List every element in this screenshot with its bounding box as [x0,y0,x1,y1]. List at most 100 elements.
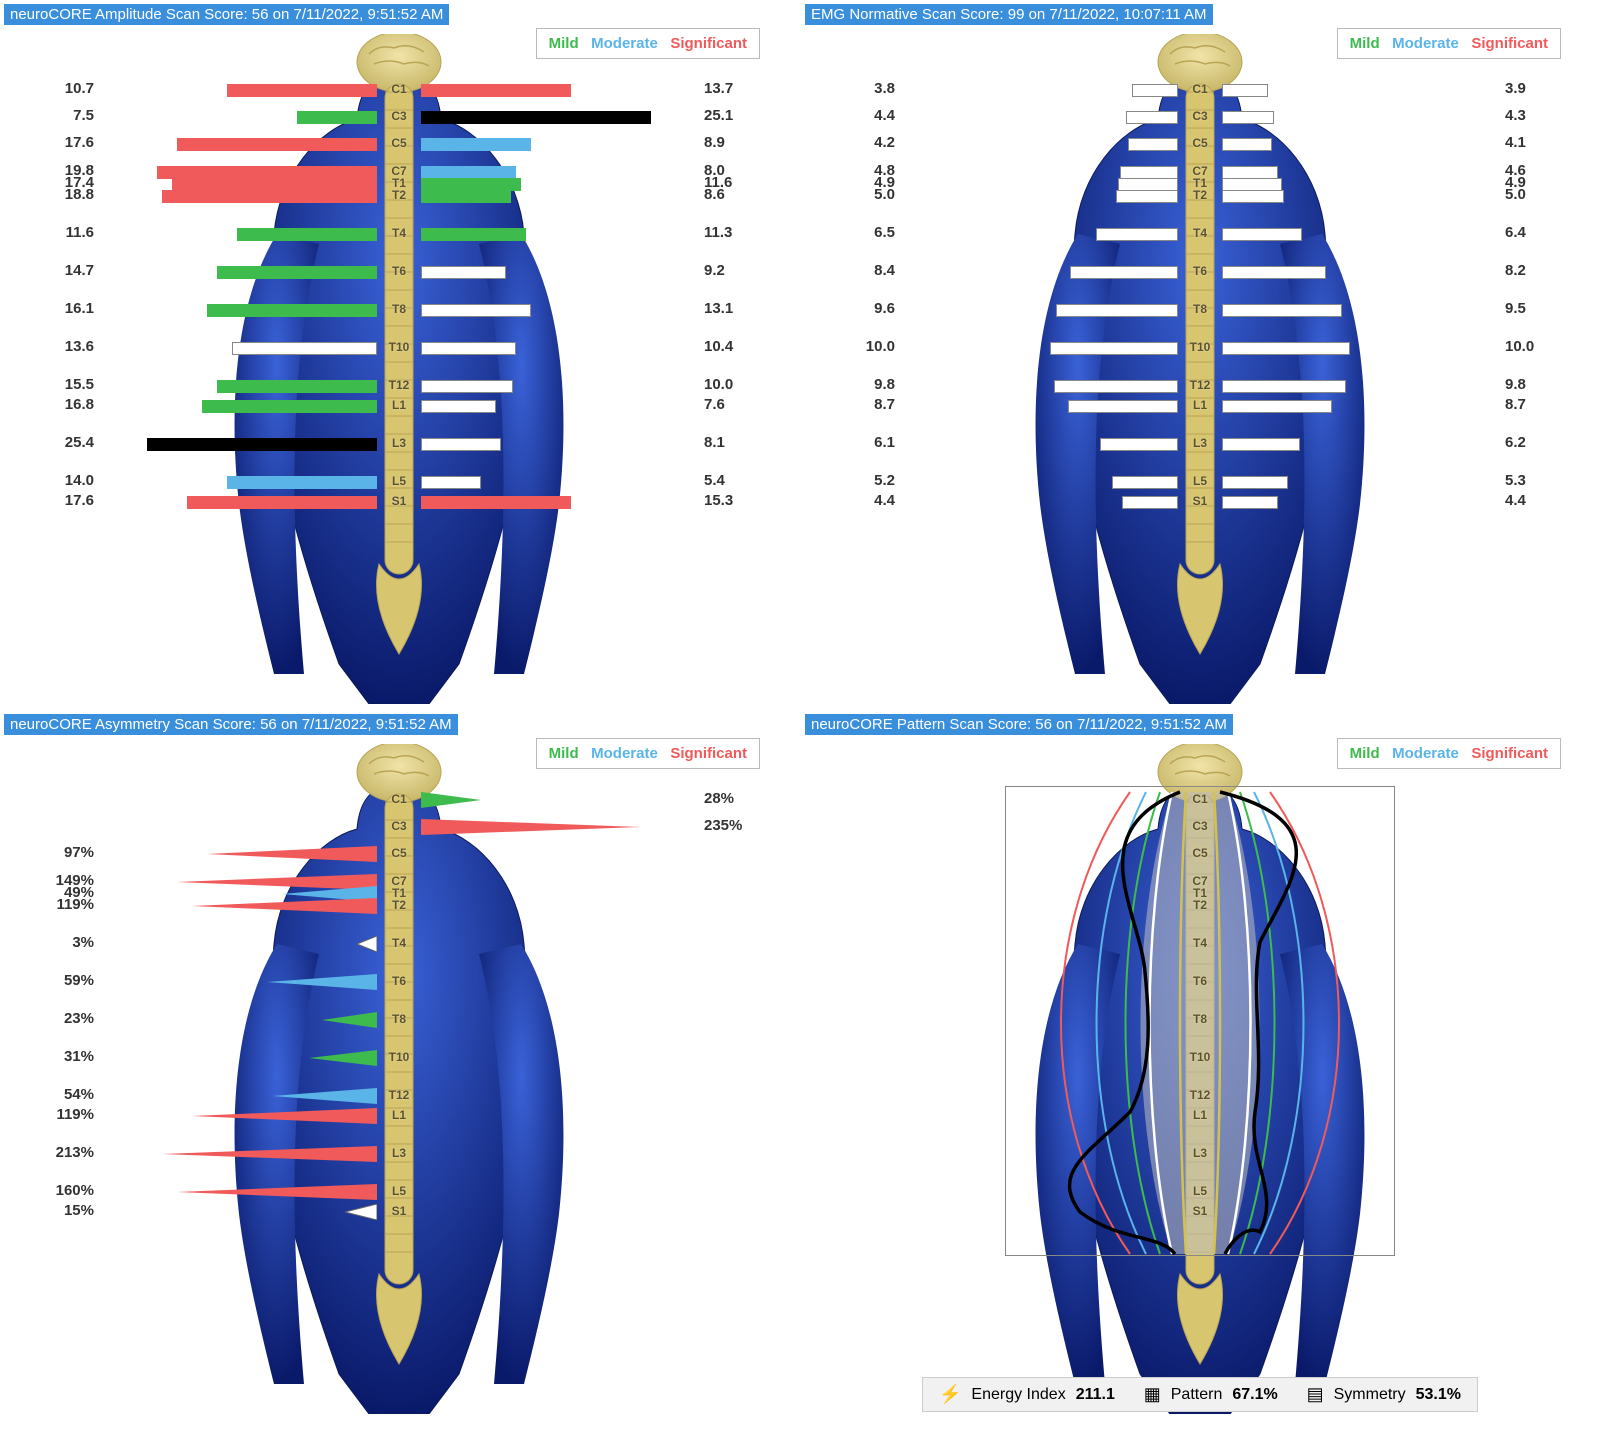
emg-bar-right [1222,400,1332,413]
emg-value-left: 10.0 [835,338,895,355]
asymmetry-arrow [309,1050,377,1066]
vertebra-label: C1 [1180,82,1220,96]
vertebra-label: T4 [379,936,419,950]
mirror-icon: ▤ [1307,1384,1324,1405]
vertebra-label: C3 [379,819,419,833]
pattern-panel: neuroCORE Pattern Scan Score: 56 on 7/11… [805,714,1595,1414]
asymmetry-arrow [192,1108,377,1124]
vertebra-label: T10 [379,340,419,354]
emg-bar-left [1100,438,1178,451]
body-diagram [1020,34,1380,704]
asymmetry-arrow [177,1184,377,1200]
emg-value-right: 4.1 [1505,134,1565,151]
amplitude-bar-left [162,190,377,203]
emg-value-right: 9.8 [1505,376,1565,393]
body-diagram [219,34,579,704]
vertebra-label: L5 [379,1184,419,1198]
amplitude-bar-right [421,342,516,355]
energy-value: 211.1 [1076,1386,1115,1404]
emg-value-right: 8.2 [1505,262,1565,279]
asymmetry-value: 59% [34,972,94,989]
legend-mild: Mild [1350,745,1380,762]
emg-bar-right [1222,476,1288,489]
emg-value-left: 4.4 [835,492,895,509]
vertebra-label: C5 [1180,136,1220,150]
legend-mild: Mild [549,35,579,52]
asymmetry-arrow [421,792,481,808]
emg-value-left: 6.1 [835,434,895,451]
legend-moderate: Moderate [591,745,658,762]
amplitude-bar-right [421,496,571,509]
bolt-icon: ⚡ [939,1384,961,1405]
vertebra-label: S1 [379,1204,419,1218]
amplitude-value-right: 8.9 [704,134,764,151]
vertebra-label: L1 [379,1108,419,1122]
asymmetry-arrow [267,974,377,990]
legend-significant: Significant [1471,745,1548,762]
vertebra-label: T10 [379,1050,419,1064]
amplitude-value-right: 8.6 [704,186,764,203]
vertebra-label: T10 [1180,1050,1220,1064]
emg-bar-left [1070,266,1178,279]
amplitude-value-right: 13.7 [704,80,764,97]
amplitude-value-right: 8.1 [704,434,764,451]
emg-value-left: 8.4 [835,262,895,279]
emg-value-right: 6.4 [1505,224,1565,241]
amplitude-value-right: 25.1 [704,107,764,124]
asymmetry-arrow [192,898,377,914]
legend-significant: Significant [670,35,747,52]
asymmetry-arrow [162,1146,377,1162]
amplitude-value-left: 18.8 [34,186,94,203]
emg-bar-left [1132,84,1178,97]
emg-bar-right [1222,380,1346,393]
amplitude-value-left: 16.1 [34,300,94,317]
asymmetry-value: 3% [34,934,94,951]
panel-title: neuroCORE Pattern Scan Score: 56 on 7/11… [805,714,1233,735]
emg-panel: EMG Normative Scan Score: 99 on 7/11/202… [805,4,1595,704]
vertebra-label: T6 [379,974,419,988]
vertebra-label: C3 [379,109,419,123]
amplitude-bar-left [202,400,377,413]
legend-significant: Significant [1471,35,1548,52]
body-diagram [219,744,579,1414]
amplitude-value-right: 10.0 [704,376,764,393]
grid-icon: ▦ [1144,1384,1161,1405]
symmetry-label: Symmetry [1334,1386,1406,1404]
amplitude-value-right: 7.6 [704,396,764,413]
amplitude-bar-left [177,138,377,151]
vertebra-label: T8 [1180,1012,1220,1026]
panel-title: neuroCORE Amplitude Scan Score: 56 on 7/… [4,4,449,25]
vertebra-label: S1 [1180,1204,1220,1218]
amplitude-bar-left [217,380,377,393]
emg-bar-left [1050,342,1178,355]
emg-value-left: 8.7 [835,396,895,413]
symmetry-value: 53.1% [1416,1386,1461,1404]
vertebra-label: L5 [379,474,419,488]
emg-bar-left [1126,111,1178,124]
amplitude-bar-right [421,138,531,151]
vertebra-label: T4 [1180,936,1220,950]
vertebra-label: T6 [379,264,419,278]
amplitude-value-left: 15.5 [34,376,94,393]
severity-legend: Mild Moderate Significant [1337,28,1561,59]
vertebra-label: T6 [1180,974,1220,988]
asymmetry-panel: neuroCORE Asymmetry Scan Score: 56 on 7/… [4,714,794,1414]
amplitude-bar-left [232,342,377,355]
emg-bar-right [1222,111,1274,124]
vertebra-label: L3 [1180,1146,1220,1160]
vertebra-label: S1 [379,494,419,508]
emg-value-left: 9.6 [835,300,895,317]
emg-value-right: 5.3 [1505,472,1565,489]
emg-bar-right [1222,228,1302,241]
amplitude-bar-left [217,266,377,279]
amplitude-bar-left [237,228,377,241]
emg-value-right: 10.0 [1505,338,1565,355]
emg-value-right: 4.4 [1505,492,1565,509]
amplitude-value-left: 17.6 [34,492,94,509]
vertebra-label: T10 [1180,340,1220,354]
amplitude-value-left: 16.8 [34,396,94,413]
vertebra-label: T12 [379,378,419,392]
vertebra-label: T2 [379,898,419,912]
asymmetry-value: 160% [34,1182,94,1199]
vertebra-label: L3 [379,436,419,450]
